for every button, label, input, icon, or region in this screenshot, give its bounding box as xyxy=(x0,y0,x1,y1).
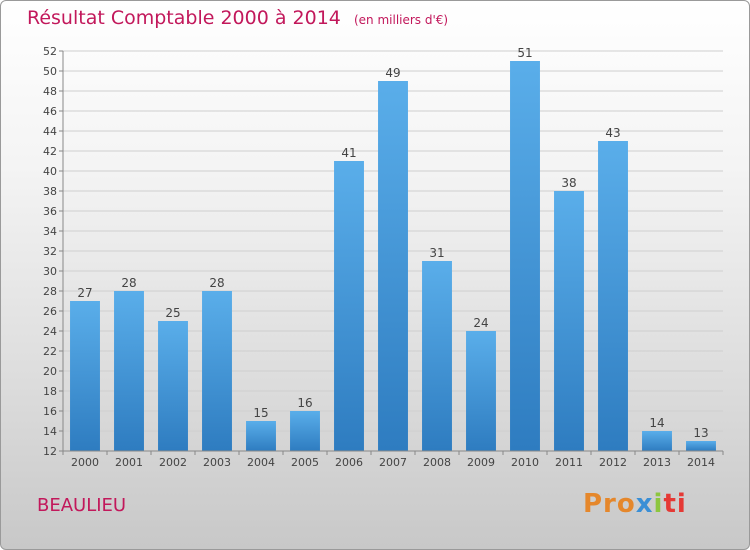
y-tick-label: 50 xyxy=(43,65,57,78)
title-text: Résultat Comptable 2000 à 2014 xyxy=(27,7,341,29)
x-tick-label: 2005 xyxy=(291,456,319,469)
bars xyxy=(70,61,716,451)
y-tick-label: 36 xyxy=(43,205,57,218)
y-tick-label: 40 xyxy=(43,165,57,178)
bar xyxy=(70,301,100,451)
x-tick-label: 2002 xyxy=(159,456,187,469)
y-tick-label: 44 xyxy=(43,125,57,138)
bar xyxy=(598,141,628,451)
y-tick-label: 14 xyxy=(43,425,57,438)
data-label: 38 xyxy=(561,176,576,190)
y-tick-label: 32 xyxy=(43,245,57,258)
data-label: 43 xyxy=(605,126,620,140)
data-label: 25 xyxy=(165,306,180,320)
bar xyxy=(378,81,408,451)
x-tick-label: 2009 xyxy=(467,456,495,469)
data-label: 28 xyxy=(209,276,224,290)
y-tick-label: 12 xyxy=(43,445,57,458)
data-label: 13 xyxy=(693,426,708,440)
bar xyxy=(422,261,452,451)
data-label: 28 xyxy=(121,276,136,290)
bar xyxy=(158,321,188,451)
y-tick-label: 24 xyxy=(43,325,57,338)
data-labels: 27 28 25 28 15 16 41 49 31 24 51 38 43 14 13 xyxy=(77,46,708,440)
data-label: 31 xyxy=(429,246,444,260)
data-label: 51 xyxy=(517,46,532,60)
bar xyxy=(686,441,716,451)
chart-title: Résultat Comptable 2000 à 2014 (en milli… xyxy=(27,7,448,29)
logo-part-2: x xyxy=(635,489,654,519)
bar xyxy=(246,421,276,451)
bar xyxy=(554,191,584,451)
x-tick-label: 2004 xyxy=(247,456,275,469)
bar xyxy=(202,291,232,451)
bar xyxy=(334,161,364,451)
x-tick-label: 2006 xyxy=(335,456,363,469)
logo-part-4: ti xyxy=(663,489,687,519)
y-tick-label: 20 xyxy=(43,365,57,378)
y-tick-label: 26 xyxy=(43,305,57,318)
y-tick-label: 30 xyxy=(43,265,57,278)
x-tick-label: 2013 xyxy=(643,456,671,469)
data-label: 14 xyxy=(649,416,664,430)
y-tick-label: 34 xyxy=(43,225,57,238)
y-tick-label: 28 xyxy=(43,285,57,298)
x-tick-label: 2010 xyxy=(511,456,539,469)
y-tick-label: 48 xyxy=(43,85,57,98)
y-tick-label: 52 xyxy=(43,45,57,58)
data-label: 49 xyxy=(385,66,400,80)
y-tick-label: 42 xyxy=(43,145,57,158)
data-label: 24 xyxy=(473,316,488,330)
x-tick-label: 2008 xyxy=(423,456,451,469)
x-tick-label: 2011 xyxy=(555,456,583,469)
x-tick-label: 2001 xyxy=(115,456,143,469)
x-tick-label: 2007 xyxy=(379,456,407,469)
y-axis-ticks: 12 14 16 18 20 22 24 26 28 30 32 34 36 38 40 42 44 46 48 50… xyxy=(43,45,63,458)
bar xyxy=(114,291,144,451)
x-tick-label: 2014 xyxy=(687,456,715,469)
bar xyxy=(642,431,672,451)
x-tick-label: 2003 xyxy=(203,456,231,469)
bar xyxy=(466,331,496,451)
logo-part-3: i xyxy=(653,489,664,519)
place-name: BEAULIEU xyxy=(37,495,127,516)
data-label: 15 xyxy=(253,406,268,420)
data-label: 41 xyxy=(341,146,356,160)
y-tick-label: 18 xyxy=(43,385,57,398)
x-tick-label: 2000 xyxy=(71,456,99,469)
bar xyxy=(510,61,540,451)
proxiti-logo: Proxiti xyxy=(583,489,687,519)
x-axis-ticks: 2000 2001 2002 2003 2004 2005 2006 2007 2008 2009… xyxy=(62,451,724,469)
unit-text: (en milliers d'€) xyxy=(353,13,449,27)
data-label: 27 xyxy=(77,286,92,300)
data-label: 16 xyxy=(297,396,312,410)
y-tick-label: 46 xyxy=(43,105,57,118)
bar xyxy=(290,411,320,451)
y-tick-label: 16 xyxy=(43,405,57,418)
y-tick-label: 38 xyxy=(43,185,57,198)
y-tick-label: 22 xyxy=(43,345,57,358)
logo-part-1: Pro xyxy=(583,489,636,519)
x-tick-label: 2012 xyxy=(599,456,627,469)
